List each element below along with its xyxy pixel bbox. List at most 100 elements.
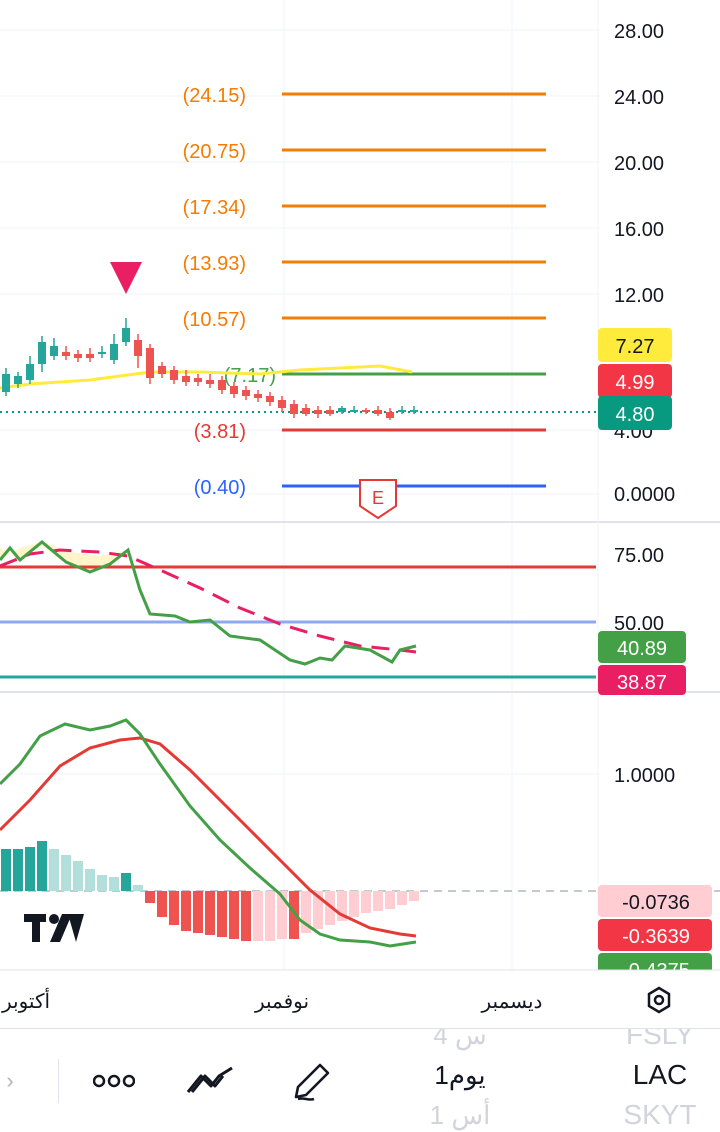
candle-body xyxy=(74,354,82,358)
rsi-pane[interactable]: 75.00 50.00 40.89 38.87 xyxy=(0,540,686,695)
candle-body xyxy=(158,366,166,374)
macd-histogram-bar xyxy=(37,841,47,891)
symbol-option-current[interactable]: LAC xyxy=(632,1059,688,1090)
candle-body xyxy=(290,404,298,414)
macd-histogram-bar xyxy=(133,885,143,891)
scroll-left-button[interactable]: › xyxy=(0,1029,20,1132)
candle-body xyxy=(410,410,418,412)
macd-histogram xyxy=(1,841,419,941)
price-axis-label: 24.00 xyxy=(614,87,664,109)
macd-signal-badge xyxy=(598,919,712,951)
symbol-selector[interactable]: FSLY LAC SKYT xyxy=(600,1029,720,1132)
macd-histogram-bar xyxy=(229,891,239,939)
price-axis[interactable]: 28.00 24.00 20.00 16.00 12.00 4.00 0.000… xyxy=(614,21,675,506)
macd-histogram-bar xyxy=(289,891,299,939)
time-axis[interactable]: أكتوبر نوفمبر ديسمبر xyxy=(1,987,542,1013)
candle-body xyxy=(26,364,34,380)
macd-histogram-bar xyxy=(277,891,287,939)
more-dots-icon xyxy=(93,1074,135,1088)
macd-histogram-bar xyxy=(253,891,263,941)
macd-histogram-bar xyxy=(217,891,227,937)
pencil-icon xyxy=(294,1063,330,1101)
bottom-toolbar: › 4 س 1يوم 1 أس FSLY LAC SKYT xyxy=(0,1028,720,1132)
macd-histogram-bar xyxy=(205,891,215,935)
macd-histogram-bar xyxy=(157,891,167,917)
candle-body xyxy=(374,410,382,414)
macd-hist-badge xyxy=(598,885,712,917)
candle-body xyxy=(218,380,226,390)
candle-body xyxy=(206,380,214,384)
fib-label: (0.40) xyxy=(194,477,246,499)
sell-price-badge-text: 4.99 xyxy=(616,372,655,394)
time-axis-label: نوفمبر xyxy=(254,991,309,1013)
macd-histogram-bar xyxy=(349,891,359,917)
candle-body xyxy=(338,408,346,412)
more-button[interactable] xyxy=(86,1029,142,1132)
macd-hist-badge-text: -0.0736 xyxy=(622,892,690,914)
candle-body xyxy=(50,346,58,356)
rsi-value-badge-text: 40.89 xyxy=(617,638,667,660)
macd-histogram-bar xyxy=(1,849,11,891)
rsi-value-badge xyxy=(598,631,686,663)
candle-body xyxy=(170,370,178,380)
candle-body xyxy=(110,344,118,360)
candle-body xyxy=(254,394,262,398)
rsi-signal-badge-text: 38.87 xyxy=(617,672,667,694)
macd-pane[interactable]: 1.0000 -0.0736 -0.3639 -0.4375 xyxy=(0,718,720,985)
macd-histogram-bar xyxy=(373,891,383,911)
chevron-right-icon: › xyxy=(6,1068,14,1093)
candlesticks[interactable] xyxy=(2,318,418,420)
drawing-tools-button[interactable] xyxy=(282,1029,342,1132)
timeframe-selector[interactable]: 4 س 1يوم 1 أس xyxy=(410,1029,510,1132)
settings-hex-icon[interactable] xyxy=(647,986,671,1014)
macd-histogram-bar xyxy=(13,849,23,891)
symbol-option-next[interactable]: SKYT xyxy=(623,1099,697,1130)
time-axis-bg xyxy=(0,970,720,1028)
price-axis-label: 0.0000 xyxy=(614,484,675,506)
timeframe-option-prev[interactable]: 4 س xyxy=(433,1029,487,1050)
last-price-badge-text: 4.80 xyxy=(616,404,655,426)
tradingview-logo[interactable]: TV xyxy=(24,914,84,942)
candle-body xyxy=(194,378,202,382)
candle-body xyxy=(2,374,10,392)
symbol-option-prev[interactable]: FSLY xyxy=(626,1029,694,1050)
grid xyxy=(0,0,600,970)
timeframe-option-next[interactable]: 1 أس xyxy=(429,1100,491,1130)
fib-levels[interactable]: (24.15) (20.75) (17.34) (13.93) (10.57) … xyxy=(183,85,546,499)
timeframe-option-current[interactable]: 1يوم xyxy=(434,1060,486,1090)
last-price-badge xyxy=(598,396,672,430)
macd-signal-badge-text: -0.3639 xyxy=(622,926,690,948)
fib-label: (20.75) xyxy=(183,141,246,163)
fib-label: (7.17) xyxy=(224,365,276,387)
moving-average-line[interactable] xyxy=(0,364,413,390)
candle-body xyxy=(398,410,406,412)
macd-histogram-bar xyxy=(109,877,119,891)
candle-body xyxy=(278,400,286,408)
macd-histogram-bar xyxy=(385,891,395,909)
candle-body xyxy=(362,410,370,412)
macd-histogram-bar xyxy=(337,891,347,921)
rsi-axis-label: 75.00 xyxy=(614,545,664,567)
macd-histogram-bar xyxy=(313,891,323,929)
candle-body xyxy=(314,410,322,414)
macd-histogram-bar xyxy=(97,875,107,891)
candle-body xyxy=(302,408,310,414)
earnings-marker[interactable]: E xyxy=(359,479,397,520)
sell-signal-marker[interactable] xyxy=(110,262,142,294)
candle-body xyxy=(62,352,70,356)
fib-label: (24.15) xyxy=(183,85,246,107)
macd-histogram-bar xyxy=(61,855,71,891)
macd-line xyxy=(0,718,417,948)
macd-histogram-bar xyxy=(121,873,131,891)
macd-histogram-bar xyxy=(301,891,311,933)
macd-histogram-bar xyxy=(409,891,419,901)
indicators-button[interactable] xyxy=(180,1029,240,1132)
candle-body xyxy=(266,396,274,402)
candle-body xyxy=(86,354,94,358)
ma-price-badge xyxy=(598,328,672,362)
candle-body xyxy=(326,410,334,414)
candle-body xyxy=(146,348,154,378)
macd-histogram-bar xyxy=(397,891,407,905)
rsi-signal-badge xyxy=(598,665,686,695)
